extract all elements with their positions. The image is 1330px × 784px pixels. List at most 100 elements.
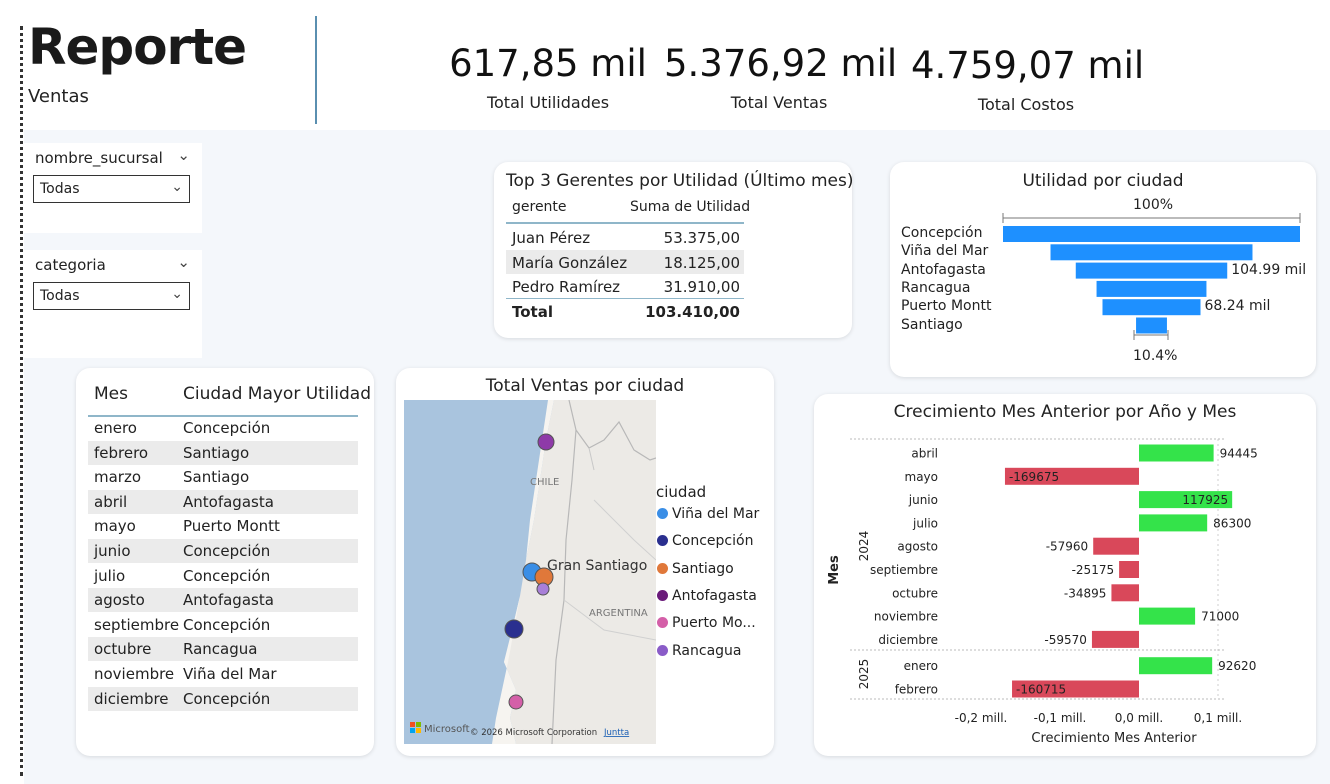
category-label: enero (904, 659, 938, 673)
mes-cell: diciembre (94, 689, 169, 708)
table-cell: Juan Pérez (512, 229, 591, 247)
table-row: marzo Santiago (88, 465, 358, 489)
funnel-bar[interactable] (1075, 262, 1228, 279)
mes-cell: mayo (94, 517, 136, 536)
funnel-bar[interactable] (1102, 299, 1201, 316)
ciudad-cell: Concepción (183, 566, 271, 585)
ciudad-cell: Concepción (183, 615, 271, 634)
slicer-dropdown[interactable]: Todas ⌄ (33, 175, 190, 203)
growth-chart-card: Crecimiento Mes Anterior por Año y Mes a… (814, 394, 1316, 756)
legend-label: Santiago (672, 560, 734, 577)
kpi-total-ventas: 5.376,92 mil Total Ventas (664, 42, 898, 112)
map-bubble-puerto-montt[interactable] (508, 694, 524, 710)
data-label: 71000 (1201, 610, 1239, 624)
legend-label: Viña del Mar (672, 506, 760, 522)
funnel-bar[interactable] (1096, 280, 1207, 297)
slicer-nombre-sucursal: nombre_sucursal ⌄ Todas ⌄ (24, 143, 202, 233)
bar-julio[interactable] (1139, 514, 1208, 532)
ciudad-cell: Antofagasta (183, 591, 274, 610)
table-row: abril Antofagasta (88, 489, 358, 514)
legend-item[interactable]: Concepción (657, 533, 753, 549)
legend-item[interactable]: Antofagasta (657, 588, 757, 604)
table-row: agosto Antofagasta (88, 588, 358, 613)
mes-cell: agosto (94, 591, 145, 610)
table-header-utilidad: Suma de Utilidad (630, 199, 751, 215)
mes-cell: marzo (94, 468, 142, 487)
table-row: diciembre Concepción (88, 686, 358, 711)
legend-swatch (657, 508, 668, 519)
chevron-down-icon[interactable]: ⌄ (177, 146, 190, 164)
legend-item[interactable]: Viña del Mar (657, 506, 759, 522)
table-row: junio Concepción (88, 539, 358, 563)
total-divider (506, 298, 744, 299)
bar-abril[interactable] (1139, 444, 1214, 462)
table-row: octubre Rancagua (88, 637, 358, 662)
slicer-label: nombre_sucursal (35, 149, 163, 167)
bar-diciembre[interactable] (1091, 630, 1139, 648)
funnel-card: Utilidad por ciudad 100% Concepción Viña … (890, 162, 1316, 377)
table-row: mayo Puerto Montt (88, 514, 358, 538)
bar-septiembre[interactable] (1119, 561, 1139, 578)
table-row: noviembre Viña del Mar (88, 662, 358, 686)
kpi-value: 5.376,92 mil (664, 42, 898, 85)
data-label: 117925 (1182, 493, 1228, 507)
funnel-bar[interactable] (1136, 317, 1167, 334)
funnel-bar[interactable] (1050, 244, 1253, 261)
slicer-dropdown[interactable]: Todas ⌄ (33, 282, 190, 310)
bar-noviembre[interactable] (1139, 607, 1196, 625)
microsoft-logo (416, 722, 421, 727)
map-bubble-antofagasta[interactable] (537, 433, 555, 451)
map-bubble-rancagua[interactable] (536, 582, 550, 596)
bar-agosto[interactable] (1093, 537, 1139, 555)
page-title: Reporte (28, 18, 247, 76)
table-cell: 31.910,00 (663, 278, 740, 296)
chevron-down-icon[interactable]: ⌄ (177, 253, 190, 271)
bar-octubre[interactable] (1111, 584, 1139, 602)
kpi-value: 4.759,07 mil (911, 44, 1145, 87)
category-label: abril (911, 447, 938, 461)
map-country-label: CHILE (530, 477, 559, 488)
funnel-category-label: Puerto Montt (901, 298, 992, 315)
slicer-value: Todas (40, 288, 80, 304)
data-label: -160715 (1016, 683, 1066, 697)
kpi-label: Total Utilidades (486, 93, 610, 112)
funnel-category-label: Rancagua (901, 279, 971, 296)
table-row: septiembre Concepción (88, 613, 358, 637)
legend-label: Rancagua (672, 642, 742, 659)
chevron-down-icon: ⌄ (171, 179, 183, 195)
category-label: julio (912, 516, 938, 530)
legend-label: Antofagasta (672, 587, 757, 604)
table-header-mes: Mes (94, 384, 128, 404)
map-bubble-concepcion[interactable] (504, 619, 524, 639)
card-title: Top 3 Gerentes por Utilidad (Último mes) (506, 171, 854, 191)
year-label-2025: 2025 (857, 659, 871, 690)
growth-bar-chart: abril 94445 mayo -169675 junio 117925 julio 863… (827, 438, 1258, 746)
legend-item[interactable]: Puerto Mo... (657, 615, 756, 631)
microsoft-logo (410, 722, 415, 727)
bar-mayo[interactable] (1004, 467, 1139, 485)
bar-febrero[interactable] (1012, 680, 1139, 698)
map-link[interactable]: Juntta (603, 728, 629, 738)
legend-item[interactable]: Santiago (657, 561, 734, 577)
map-attribution: © 2026 Microsoft Corporation (470, 728, 597, 738)
mes-cell: abril (94, 492, 128, 511)
bar-junio[interactable] (1139, 491, 1233, 509)
mes-cell: julio (94, 566, 126, 585)
map-neighbor-label: ARGENTINA (589, 608, 648, 619)
funnel-bar[interactable] (1003, 226, 1300, 242)
microsoft-logo (410, 728, 415, 733)
x-tick-label: -0,2 mill. (955, 711, 1008, 725)
bar-enero[interactable] (1139, 657, 1213, 675)
header-underline (88, 415, 358, 417)
funnel-category-label: Concepción (901, 225, 983, 241)
map-view[interactable]: CHILE ARGENTINA Gran Santiago Microsoft … (404, 400, 656, 744)
data-label: -25175 (1072, 563, 1115, 577)
mes-cell: febrero (94, 443, 149, 462)
table-row: enero Concepción (88, 416, 358, 440)
kpi-total-utilidades: 617,85 mil Total Utilidades (448, 42, 648, 112)
mes-cell: noviembre (94, 665, 175, 683)
data-label: -169675 (1009, 470, 1059, 484)
table-row: julio Concepción (88, 564, 358, 588)
y-axis-title: Mes (827, 555, 842, 585)
legend-item[interactable]: Rancagua (657, 643, 742, 659)
